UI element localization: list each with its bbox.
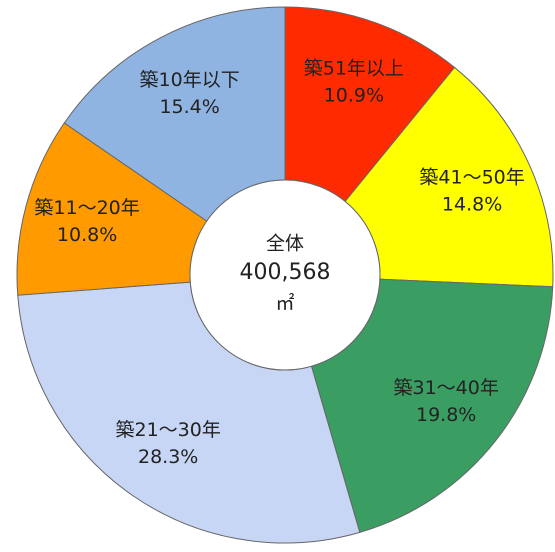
slice-label: 築51年以上 xyxy=(304,57,404,79)
value-label: 15.4% xyxy=(159,96,219,118)
slice-label: 築31～40年 xyxy=(394,377,499,399)
value-label: 14.8% xyxy=(442,194,502,216)
value-label: 28.3% xyxy=(138,446,198,468)
center-text: 全体 xyxy=(266,233,304,255)
slices xyxy=(16,6,554,544)
center-text: ㎡ xyxy=(275,292,294,315)
slice-label: 築11～20年 xyxy=(34,197,139,219)
slice-label: 築41～50年 xyxy=(419,167,524,189)
slice-label: 築21～30年 xyxy=(116,419,221,441)
value-label: 19.8% xyxy=(416,404,476,426)
center-text: 400,568 xyxy=(240,260,331,285)
slice-label: 築10年以下 xyxy=(140,69,240,91)
value-label: 10.9% xyxy=(324,84,384,106)
donut-hole xyxy=(189,179,381,371)
value-label: 10.8% xyxy=(57,224,117,246)
